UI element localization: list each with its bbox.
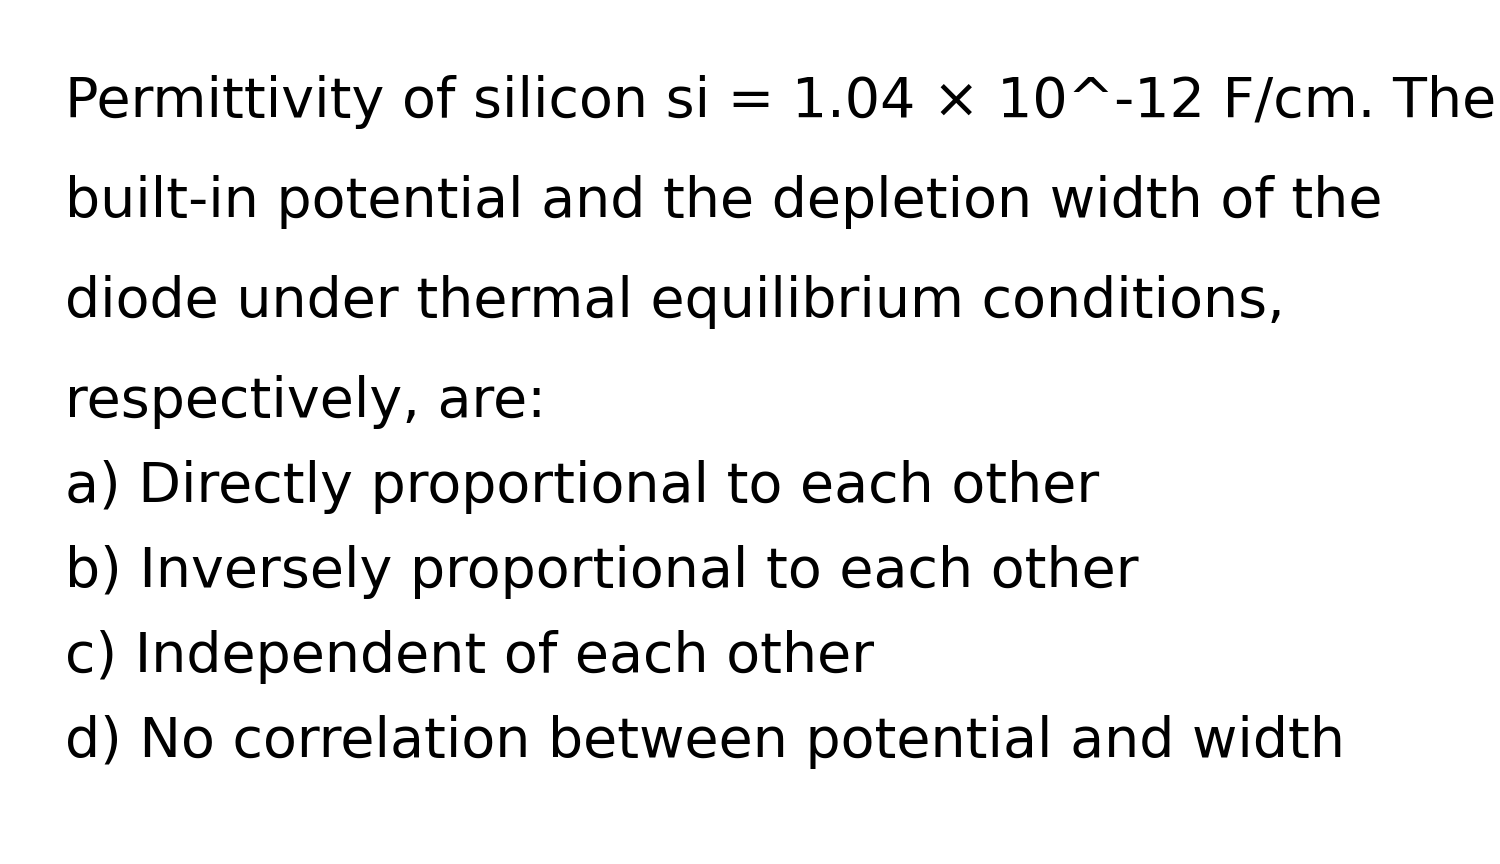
Text: a) Directly proportional to each other: a) Directly proportional to each other <box>64 460 1100 514</box>
Text: d) No correlation between potential and width: d) No correlation between potential and … <box>64 715 1346 769</box>
Text: respectively, are:: respectively, are: <box>64 375 546 429</box>
Text: Permittivity of silicon si = 1.04 × 10^-12 F/cm. The: Permittivity of silicon si = 1.04 × 10^-… <box>64 75 1496 129</box>
Text: built-in potential and the depletion width of the: built-in potential and the depletion wid… <box>64 175 1383 229</box>
Text: c) Independent of each other: c) Independent of each other <box>64 630 874 684</box>
Text: diode under thermal equilibrium conditions,: diode under thermal equilibrium conditio… <box>64 275 1284 329</box>
Text: b) Inversely proportional to each other: b) Inversely proportional to each other <box>64 545 1138 599</box>
